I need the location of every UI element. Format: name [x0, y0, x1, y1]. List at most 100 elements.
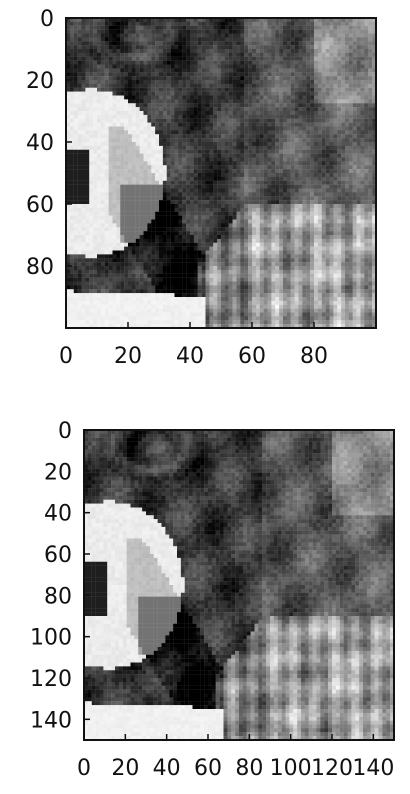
heatmap-cell	[128, 72, 133, 77]
heatmap-cell	[73, 49, 78, 54]
heatmap-cell	[364, 80, 369, 85]
heatmap-cell	[131, 235, 136, 240]
heatmap-cell	[166, 161, 171, 166]
heatmap-cell	[356, 130, 361, 135]
heatmap-cell	[85, 250, 90, 255]
heatmap-cell	[325, 196, 330, 201]
heatmap-cell	[104, 52, 109, 57]
heatmap-cell	[321, 68, 326, 73]
heatmap-cell	[174, 204, 179, 209]
heatmap-cell	[356, 238, 361, 243]
heatmap-cell	[197, 126, 202, 131]
heatmap-cell	[209, 95, 214, 100]
heatmap-cell	[73, 87, 78, 92]
heatmap-cell	[89, 219, 94, 224]
heatmap-cell	[368, 37, 373, 42]
heatmap-cell	[186, 149, 191, 154]
heatmap-cell	[104, 134, 109, 139]
heatmap-cell	[66, 87, 71, 92]
heatmap-cell	[77, 29, 82, 34]
heatmap-cell	[182, 41, 187, 46]
heatmap-cell	[205, 231, 210, 236]
heatmap-cell	[124, 227, 129, 232]
heatmap-cell	[337, 49, 342, 54]
heatmap-cell	[325, 250, 330, 255]
heatmap-cell	[348, 37, 353, 42]
heatmap-cell	[263, 142, 268, 147]
heatmap-cell	[151, 180, 156, 185]
heatmap-cell	[255, 64, 260, 69]
heatmap-cell	[104, 149, 109, 154]
heatmap-cell	[348, 157, 353, 162]
heatmap-cell	[174, 250, 179, 255]
heatmap-cell	[151, 246, 156, 251]
heatmap-cell	[93, 45, 98, 50]
heatmap-cell	[252, 231, 257, 236]
heatmap-cell	[139, 161, 144, 166]
heatmap-cell	[372, 204, 377, 209]
heatmap-cell	[213, 138, 218, 143]
heatmap-cell	[124, 126, 129, 131]
heatmap-cell	[73, 161, 78, 166]
heatmap-cell	[348, 122, 353, 127]
heatmap-cell	[321, 153, 326, 158]
heatmap-cell	[209, 33, 214, 38]
heatmap-cell	[116, 118, 121, 123]
heatmap-cell	[186, 87, 191, 92]
heatmap-cell	[341, 126, 346, 131]
heatmap-cell	[317, 184, 322, 189]
heatmap-cell	[329, 76, 334, 81]
heatmap-cell	[310, 142, 315, 147]
heatmap-cell	[209, 211, 214, 216]
heatmap-cell	[286, 122, 291, 127]
heatmap-cell	[364, 169, 369, 174]
heatmap-cell	[221, 227, 226, 232]
heatmap-cell	[128, 29, 133, 34]
heatmap-cell	[310, 149, 315, 154]
heatmap-cell	[279, 134, 284, 139]
heatmap-cell	[131, 250, 136, 255]
heatmap-cell	[252, 149, 257, 154]
heatmap-cell	[193, 153, 198, 158]
heatmap-cell	[85, 56, 90, 61]
heatmap-cell	[174, 45, 179, 50]
heatmap-cell	[143, 215, 148, 220]
heatmap-cell	[352, 99, 357, 104]
heatmap-cell	[155, 134, 160, 139]
heatmap-cell	[116, 25, 121, 30]
heatmap-cell	[221, 60, 226, 65]
heatmap-cell	[131, 211, 136, 216]
heatmap-cell	[271, 76, 276, 81]
heatmap-cell	[348, 184, 353, 189]
heatmap-cell	[116, 180, 121, 185]
heatmap-cell	[193, 188, 198, 193]
heatmap-cell	[329, 207, 334, 212]
heatmap-cell	[66, 130, 71, 135]
heatmap-cell	[345, 184, 350, 189]
heatmap-cell	[310, 49, 315, 54]
heatmap-cell	[333, 29, 338, 34]
heatmap-cell	[267, 242, 272, 247]
heatmap-cell	[329, 49, 334, 54]
heatmap-cell	[279, 235, 284, 240]
heatmap-cell	[333, 76, 338, 81]
heatmap-cell	[267, 200, 272, 205]
heatmap-cell	[221, 176, 226, 181]
heatmap-cell	[213, 250, 218, 255]
heatmap-cell	[190, 41, 195, 46]
heatmap-cell	[298, 176, 303, 181]
heatmap-cell	[112, 223, 117, 228]
heatmap-cell	[131, 37, 136, 42]
heatmap-cell	[228, 49, 233, 54]
heatmap-cell	[294, 157, 299, 162]
heatmap-cell	[186, 80, 191, 85]
heatmap-cell	[267, 157, 272, 162]
heatmap-cell	[69, 188, 74, 193]
heatmap-cell	[166, 91, 171, 96]
heatmap-cell	[151, 200, 156, 205]
heatmap-cell	[139, 184, 144, 189]
heatmap-cell	[209, 91, 214, 96]
heatmap-cell	[81, 134, 86, 139]
heatmap-cell	[209, 161, 214, 166]
heatmap-cell	[131, 184, 136, 189]
